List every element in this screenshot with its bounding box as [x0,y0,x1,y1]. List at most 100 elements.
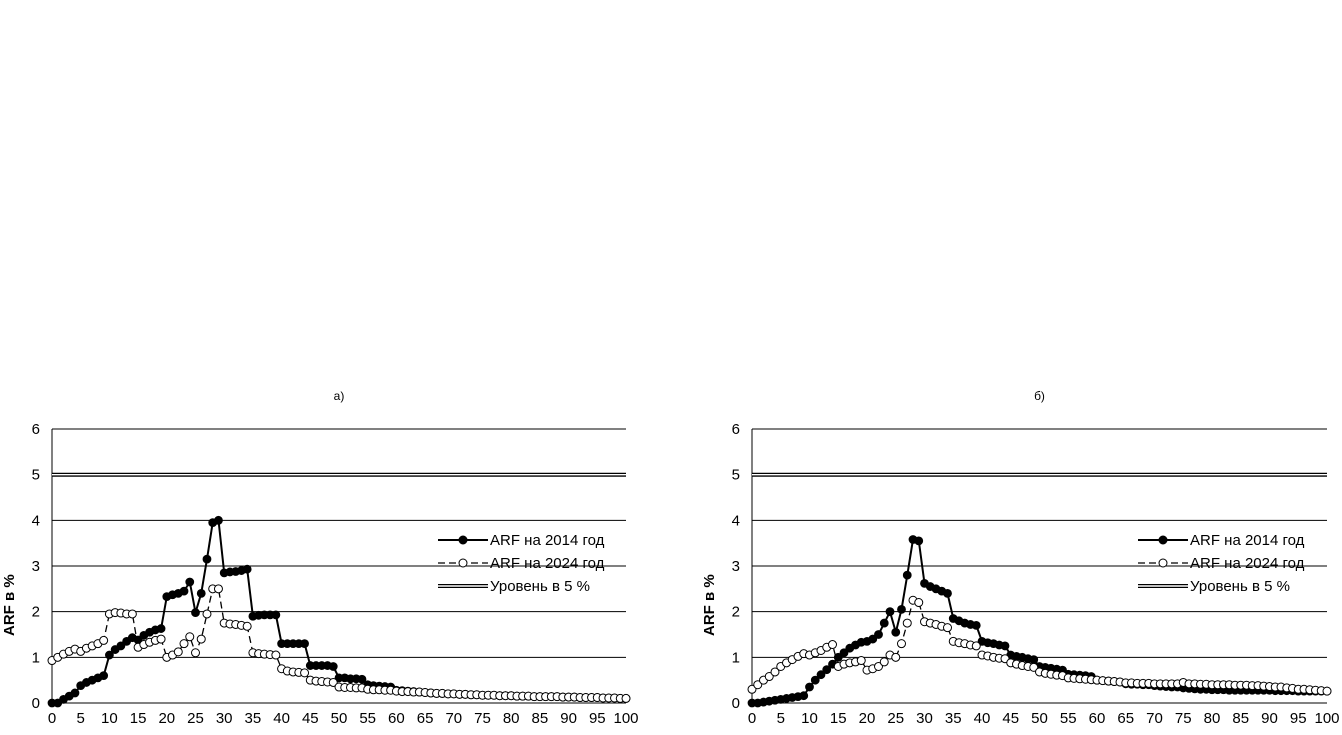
legend-symbol-marker [458,535,468,545]
data-point-2014 [1000,641,1010,651]
legend: ARF на 2014 год ARF на 2024 год Уровень в … [1138,532,1305,595]
data-point-2014 [1029,655,1039,665]
data-point-2024 [828,640,837,650]
x-tick-label: 100 [613,710,638,727]
legend-symbol-marker [458,558,468,568]
x-tick-label: 10 [101,710,118,727]
data-point-2024 [902,618,912,628]
x-tick-label: 0 [48,710,56,727]
data-point-2024 [753,680,763,690]
data-point-2014 [805,682,814,692]
x-tick-label: 95 [1290,710,1307,727]
y-tick-label: 1 [32,649,40,666]
data-point-2024 [173,647,183,657]
data-point-2024 [971,641,981,651]
data-point-2014 [99,671,109,680]
x-tick-label: 35 [245,710,262,727]
series-line-2024 [751,599,1328,692]
data-point-2024 [764,672,774,682]
x-tick-label: 75 [474,710,491,727]
data-point-2024 [856,656,866,666]
data-point-2014 [271,610,281,620]
x-tick-label: 45 [302,710,319,727]
x-tick-label: 45 [1002,710,1019,727]
data-point-2014 [816,670,826,680]
data-point-2014 [185,577,195,587]
data-point-2024 [99,635,109,645]
data-point-2014 [191,608,200,617]
y-tick-label: 3 [32,558,40,575]
y-tick-label: 4 [32,512,40,529]
x-tick-label: 100 [1314,710,1339,727]
legend-label: ARF на 2024 год [1190,555,1305,572]
data-point-2024 [185,632,195,642]
data-point-2014 [810,675,820,685]
data-point-2024 [191,648,200,658]
data-point-2014 [971,620,981,630]
y-tick-label: 1 [732,649,740,666]
x-tick-label: 50 [331,710,348,727]
x-tick-label: 10 [801,710,818,727]
y-tick-label: 2 [32,604,40,621]
panel-label: a) [334,389,345,403]
data-point-2024 [196,634,206,644]
x-tick-label: 60 [1089,710,1106,727]
y-axis-label: ARF в % [701,574,718,636]
legend-symbol-marker [1158,558,1168,568]
x-tick-label: 15 [130,710,147,727]
x-tick-label: 30 [916,710,933,727]
legend-label: Уровень в 5 % [1190,578,1290,595]
data-point-2024 [891,652,901,662]
data-point-2024 [300,668,310,678]
data-point-2014 [328,662,338,671]
x-tick-label: 75 [1175,710,1192,727]
data-point-2014 [891,627,901,637]
data-point-2014 [179,586,189,596]
data-point-2014 [116,641,126,651]
x-tick-label: 65 [1117,710,1134,727]
data-point-2024 [879,657,889,667]
y-tick-label: 6 [732,421,740,438]
data-point-2024 [1322,686,1332,696]
data-point-2014 [839,648,849,658]
legend-symbol-marker [1158,535,1168,545]
x-tick-label: 0 [748,710,756,727]
data-point-2024 [213,584,223,594]
x-tick-label: 70 [445,710,462,727]
legend-label: Уровень в 5 % [490,578,590,595]
data-point-2024 [271,650,281,660]
y-tick-label: 0 [32,695,40,712]
x-tick-label: 5 [777,710,785,727]
x-tick-label: 5 [77,710,85,727]
legend-label: ARF на 2014 год [1190,532,1305,549]
data-point-2024 [747,684,757,694]
data-point-2014 [879,618,889,628]
data-point-2014 [902,570,912,580]
data-point-2024 [897,639,906,649]
x-tick-label: 60 [388,710,405,727]
legend: ARF на 2014 год ARF на 2024 год Уровень в … [438,532,605,595]
data-point-2024 [943,623,952,633]
data-point-2024 [770,667,780,677]
data-point-2024 [914,598,924,608]
data-point-2014 [874,630,883,639]
legend-label: ARF на 2014 год [490,532,605,549]
data-point-2024 [242,621,252,631]
data-point-2014 [822,665,832,675]
data-point-2014 [70,688,80,698]
x-tick-label: 90 [560,710,577,727]
data-point-2014 [868,634,878,644]
data-point-2024 [328,677,338,687]
x-tick-label: 65 [417,710,434,727]
x-tick-label: 30 [216,710,233,727]
data-point-2014 [833,652,843,662]
legend-label: ARF на 2024 год [490,555,605,572]
data-point-2014 [105,650,114,660]
data-point-2024 [127,609,137,619]
y-axis-label: ARF в % [1,574,18,636]
data-point-2014 [943,589,952,598]
data-point-2014 [242,564,252,574]
data-point-2014 [196,589,206,598]
